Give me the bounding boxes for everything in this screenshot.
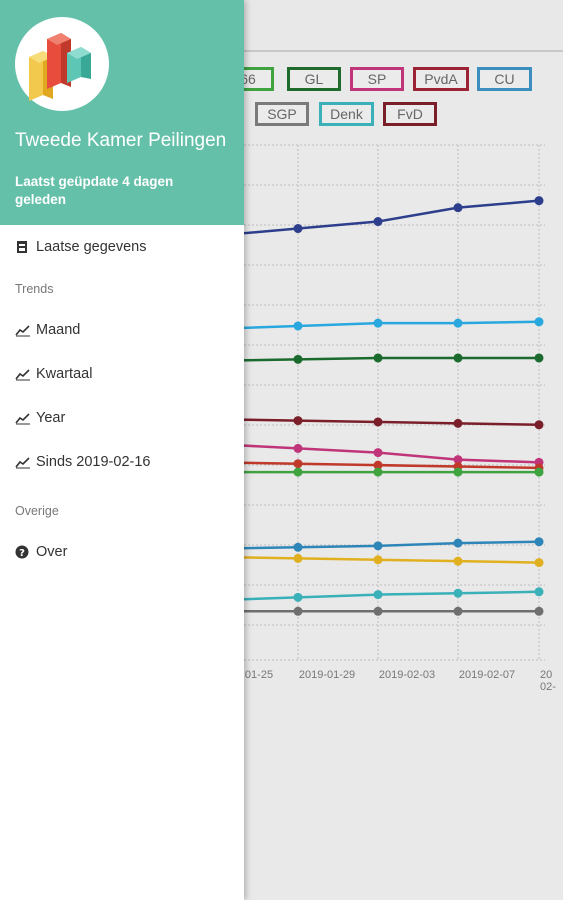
data-point (453, 318, 463, 328)
x-tick-label: 2019-01-29 (299, 669, 355, 681)
section-label-trends: Trends (15, 282, 54, 296)
legend-chip-sgp[interactable]: SGP (255, 102, 309, 126)
menu-item-quarter[interactable]: Kwartaal (15, 366, 92, 382)
series-line (239, 320, 540, 330)
data-point (373, 606, 383, 616)
series-line (239, 590, 540, 601)
data-point (293, 443, 303, 453)
menu-item-label: Over (36, 544, 68, 560)
data-point (293, 542, 303, 552)
data-point (293, 592, 303, 602)
menu-item-label: Sinds 2019-02-16 (36, 454, 151, 470)
series-line (239, 444, 540, 464)
data-point (534, 587, 544, 597)
data-point (373, 217, 383, 227)
data-icon (15, 240, 31, 254)
data-point (453, 455, 463, 465)
x-tick-label: 20 02- (540, 669, 556, 693)
legend-chip-cu[interactable]: CU (477, 67, 532, 91)
menu-item-latest-data[interactable]: Laatse gegevens (15, 239, 146, 255)
menu-item-label: Maand (36, 322, 81, 338)
data-point (373, 448, 383, 458)
data-point (453, 556, 463, 566)
svg-text:?: ? (19, 548, 25, 559)
x-tick-label: 01-25 (245, 669, 273, 681)
section-label-other: Overige (15, 504, 59, 518)
data-point (453, 538, 463, 548)
data-point (293, 224, 303, 234)
data-point (373, 353, 383, 363)
data-point (453, 588, 463, 598)
data-point (293, 606, 303, 616)
series-line (239, 556, 540, 564)
series-line (239, 418, 540, 427)
data-point (373, 318, 383, 328)
menu-item-label: Kwartaal (36, 366, 93, 382)
data-point (534, 353, 544, 363)
data-point (534, 420, 544, 430)
trend-icon (15, 455, 31, 469)
menu-item-about[interactable]: ? Over (15, 544, 67, 560)
drawer-title: Tweede Kamer Peilingen (15, 130, 227, 151)
data-point (373, 467, 383, 477)
data-point (453, 606, 463, 616)
drawer-header: Tweede Kamer Peilingen Laatst geüpdate 4… (0, 0, 244, 225)
data-point (373, 541, 383, 551)
last-updated-text: Laatst geüpdate 4 dagen geleden (15, 174, 174, 207)
menu-item-label: Year (36, 410, 66, 426)
data-point (534, 558, 544, 568)
trend-icon (15, 323, 31, 337)
help-icon: ? (15, 545, 31, 559)
data-point (293, 321, 303, 331)
legend-chip-fvd[interactable]: FvD (383, 102, 437, 126)
menu-item-since-date[interactable]: Sinds 2019-02-16 (15, 454, 150, 470)
legend-chip-pvda[interactable]: PvdA (413, 67, 469, 91)
data-point (534, 606, 544, 616)
menu-item-label: Laatse gegevens (36, 239, 147, 255)
x-tick-label: 2019-02-03 (379, 669, 435, 681)
navigation-drawer: Tweede Kamer Peilingen Laatst geüpdate 4… (0, 0, 244, 900)
legend-chip-gl[interactable]: GL (287, 67, 341, 91)
data-point (373, 417, 383, 427)
legend-chip-denk[interactable]: Denk (319, 102, 374, 126)
data-point (373, 460, 383, 470)
trend-icon (15, 367, 31, 381)
data-point (453, 203, 463, 213)
series-line (239, 199, 540, 235)
menu-item-month[interactable]: Maand (15, 322, 80, 338)
data-point (453, 467, 463, 477)
trend-icon (15, 411, 31, 425)
bar-chart-logo-icon (15, 17, 109, 111)
legend-chip-sp[interactable]: SP (350, 67, 404, 91)
data-point (293, 459, 303, 469)
series-line (239, 356, 539, 362)
data-point (453, 353, 463, 363)
data-point (293, 553, 303, 563)
data-point (293, 416, 303, 426)
data-point (534, 317, 544, 327)
x-tick-label: 2019-02-07 (459, 669, 515, 681)
data-point (534, 537, 544, 547)
data-point (293, 354, 303, 364)
data-point (293, 467, 303, 477)
data-point (534, 196, 544, 206)
data-point (534, 467, 544, 477)
data-point (453, 418, 463, 428)
data-point (373, 590, 383, 600)
data-point (373, 555, 383, 565)
menu-item-year[interactable]: Year (15, 410, 65, 426)
